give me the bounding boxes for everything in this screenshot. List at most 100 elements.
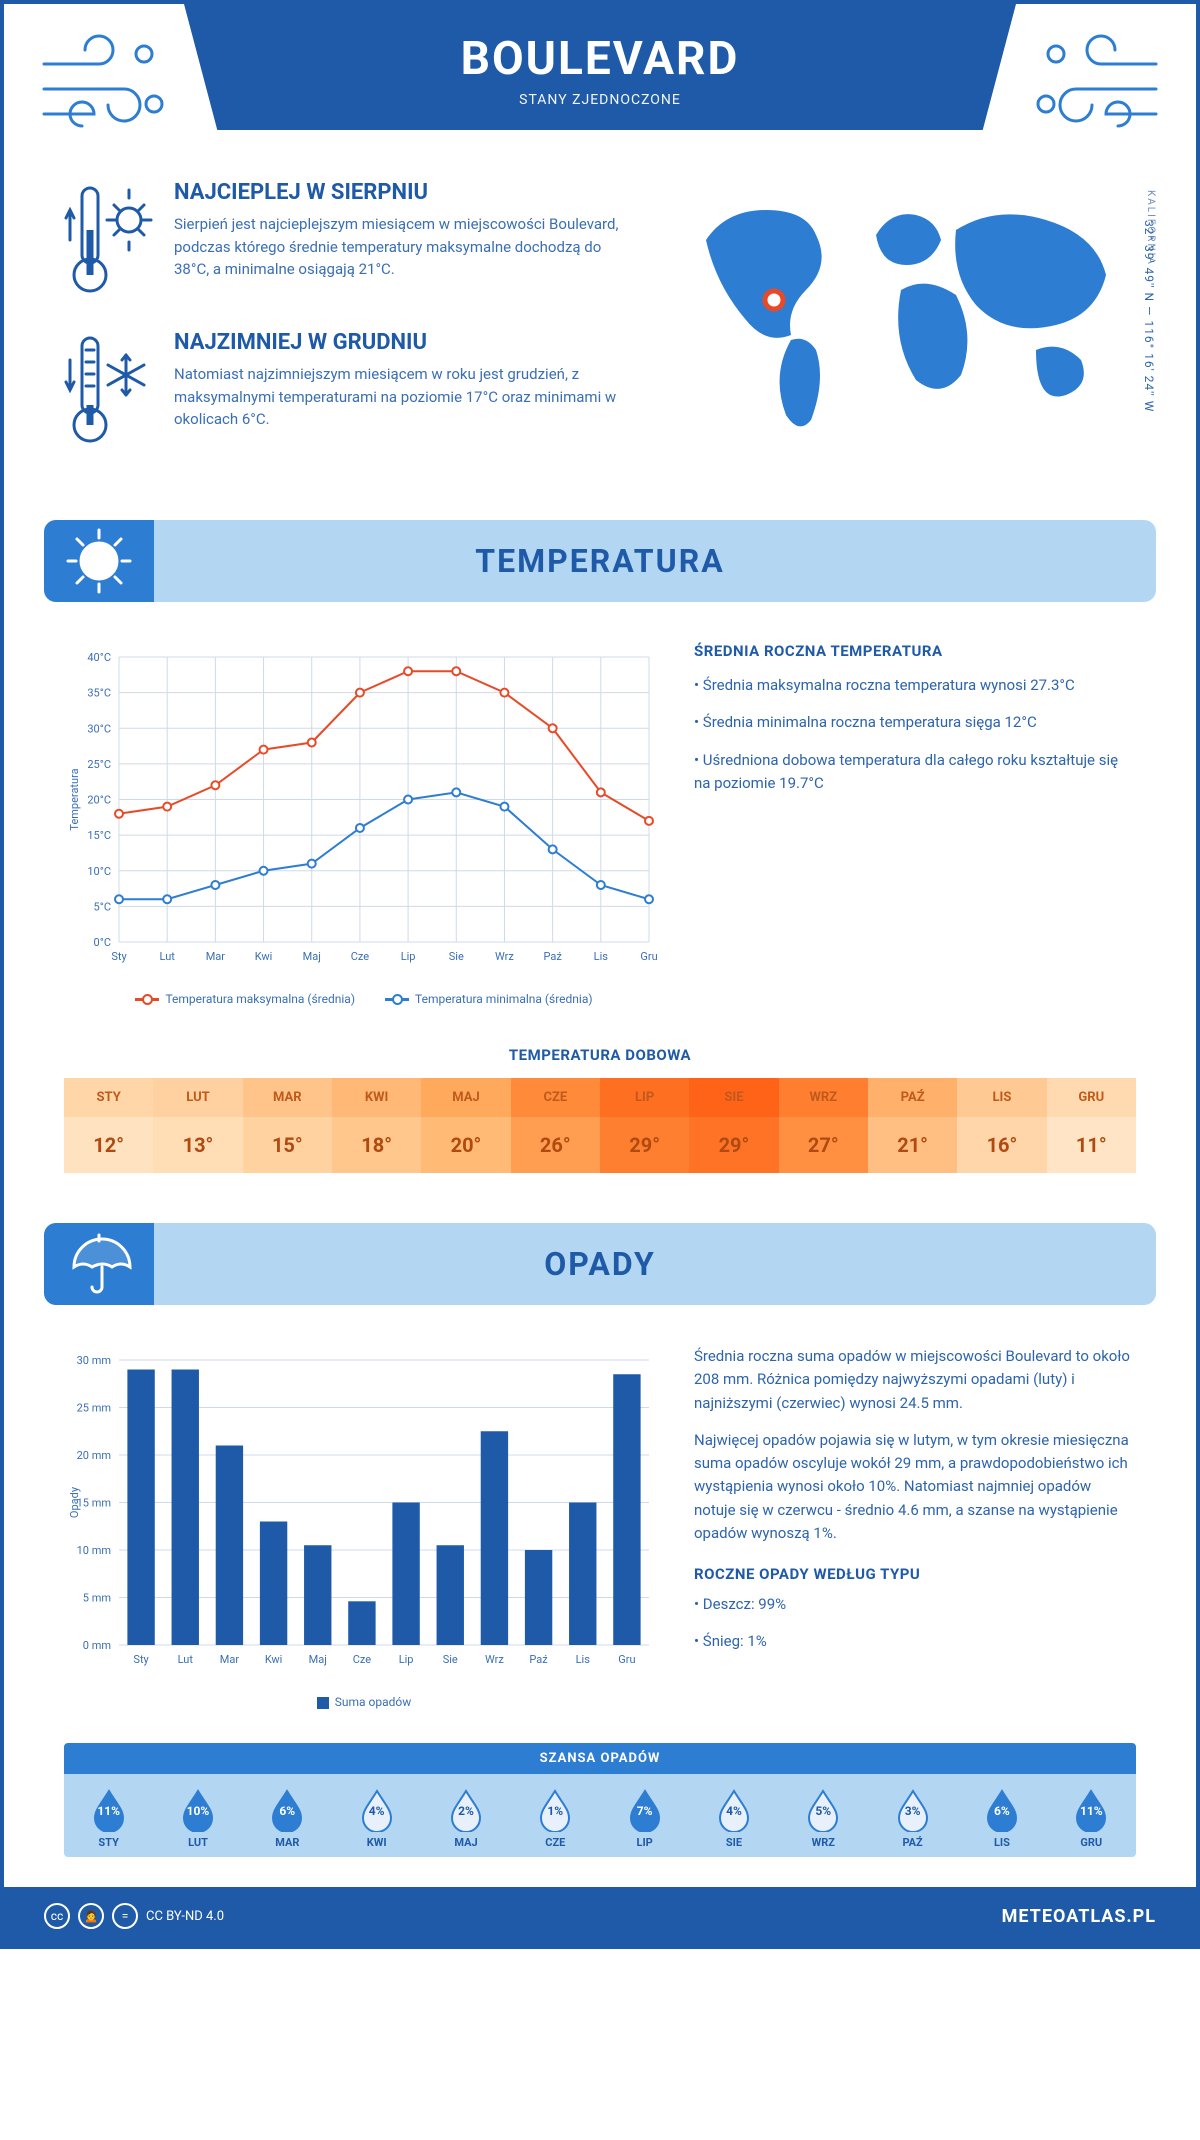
svg-text:25°C: 25°C xyxy=(87,758,111,771)
precip-type-heading: ROCZNE OPADY WEDŁUG TYPU xyxy=(694,1565,1136,1583)
hottest-fact: NAJCIEPLEJ W SIERPNIU Sierpień jest najc… xyxy=(64,180,636,300)
license-text: CC BY-ND 4.0 xyxy=(146,1909,224,1924)
rain-chance-cell: 4%KWI xyxy=(332,1788,421,1849)
svg-text:Lip: Lip xyxy=(399,1653,414,1666)
temp-side-p3: • Uśredniona dobowa temperatura dla całe… xyxy=(694,749,1136,796)
svg-text:Lip: Lip xyxy=(401,950,416,963)
legend-min-label: Temperatura minimalna (średnia) xyxy=(415,992,593,1006)
svg-text:Mar: Mar xyxy=(220,1653,240,1666)
legend-max-label: Temperatura maksymalna (średnia) xyxy=(165,992,355,1006)
svg-text:5 mm: 5 mm xyxy=(83,1592,111,1605)
svg-text:Cze: Cze xyxy=(353,1653,372,1666)
svg-text:25 mm: 25 mm xyxy=(77,1402,111,1415)
svg-text:Sty: Sty xyxy=(111,950,127,963)
rain-chance-cell: 11%STY xyxy=(64,1788,153,1849)
heat-cell: CZE26° xyxy=(511,1078,600,1173)
heat-cell: LIP29° xyxy=(600,1078,689,1173)
precip-side-p2: Najwięcej opadów pojawia się w lutym, w … xyxy=(694,1429,1136,1545)
svg-text:35°C: 35°C xyxy=(87,687,111,700)
thermometer-hot-icon xyxy=(64,180,154,300)
heat-cell: PAŹ21° xyxy=(868,1078,957,1173)
svg-text:Gru: Gru xyxy=(640,950,657,963)
hottest-text: Sierpień jest najcieplejszym miesiącem w… xyxy=(174,213,636,281)
svg-text:Mar: Mar xyxy=(206,950,226,963)
precip-type-rain: • Deszcz: 99% xyxy=(694,1593,1136,1616)
temperature-banner: TEMPERATURA xyxy=(44,520,1156,602)
svg-text:Lut: Lut xyxy=(178,1653,194,1666)
rain-chance-cell: 3%PAŹ xyxy=(868,1788,957,1849)
rain-chance-cell: 11%GRU xyxy=(1047,1788,1136,1849)
precipitation-bar-chart: 0 mm5 mm10 mm15 mm20 mm25 mm30 mmOpadySt… xyxy=(64,1345,664,1685)
heat-cell: MAR15° xyxy=(243,1078,332,1173)
temp-side-p1: • Średnia maksymalna roczna temperatura … xyxy=(694,674,1136,697)
svg-text:Maj: Maj xyxy=(303,950,321,963)
page-header: BOULEVARD STANY ZJEDNOCZONE xyxy=(184,4,1016,130)
heat-cell: KWI18° xyxy=(332,1078,421,1173)
daily-temp-table: STY12°LUT13°MAR15°KWI18°MAJ20°CZE26°LIP2… xyxy=(64,1078,1136,1173)
svg-text:Sie: Sie xyxy=(443,1653,458,1666)
svg-text:0 mm: 0 mm xyxy=(83,1639,111,1652)
svg-text:Lis: Lis xyxy=(576,1653,591,1666)
heat-cell: MAJ20° xyxy=(421,1078,510,1173)
svg-text:Sie: Sie xyxy=(449,950,464,963)
svg-text:15°C: 15°C xyxy=(87,829,111,842)
svg-text:Maj: Maj xyxy=(309,1653,327,1666)
precip-legend: Suma opadów xyxy=(64,1695,664,1709)
heat-cell: WRZ27° xyxy=(779,1078,868,1173)
svg-text:Lut: Lut xyxy=(160,950,176,963)
svg-text:Lis: Lis xyxy=(594,950,609,963)
temp-side-heading: ŚREDNIA ROCZNA TEMPERATURA xyxy=(694,642,1136,660)
svg-text:30 mm: 30 mm xyxy=(77,1354,111,1367)
heat-cell: LUT13° xyxy=(153,1078,242,1173)
svg-text:40°C: 40°C xyxy=(87,651,111,664)
svg-text:Cze: Cze xyxy=(351,950,370,963)
svg-text:15 mm: 15 mm xyxy=(77,1497,111,1510)
svg-text:10°C: 10°C xyxy=(87,865,111,878)
svg-text:Wrz: Wrz xyxy=(485,1653,504,1666)
coldest-fact: NAJZIMNIEJ W GRUDNIU Natomiast najzimnie… xyxy=(64,330,636,450)
temperature-line-chart: 0°C5°C10°C15°C20°C25°C30°C35°C40°CStyLut… xyxy=(64,642,664,982)
svg-text:Paź: Paź xyxy=(529,1653,548,1666)
cc-icon: cc xyxy=(44,1903,70,1929)
wind-icon xyxy=(34,34,174,144)
precip-banner: OPADY xyxy=(44,1223,1156,1305)
rain-chance-cell: 7%LIP xyxy=(600,1788,689,1849)
legend-bar-label: Suma opadów xyxy=(335,1695,412,1709)
rain-chance-cell: 6%MAR xyxy=(243,1788,332,1849)
temperature-heading: TEMPERATURA xyxy=(44,542,1156,580)
precip-type-snow: • Śnieg: 1% xyxy=(694,1630,1136,1653)
heat-cell: GRU11° xyxy=(1047,1078,1136,1173)
coordinates: 32° 39' 49'' N — 116° 16' 24'' W xyxy=(1142,220,1156,412)
sun-icon xyxy=(64,526,134,596)
svg-text:Kwi: Kwi xyxy=(255,950,273,963)
svg-text:Temperatura: Temperatura xyxy=(68,768,81,830)
svg-text:Sty: Sty xyxy=(133,1653,149,1666)
location-country: STANY ZJEDNOCZONE xyxy=(184,92,1016,108)
temp-side-p2: • Średnia minimalna roczna temperatura s… xyxy=(694,711,1136,734)
svg-text:0°C: 0°C xyxy=(94,936,111,949)
thermometer-cold-icon xyxy=(64,330,154,450)
world-map xyxy=(676,180,1136,440)
svg-text:Paź: Paź xyxy=(543,950,562,963)
rain-chance-cell: 6%LIS xyxy=(957,1788,1046,1849)
svg-text:Kwi: Kwi xyxy=(265,1653,283,1666)
svg-text:20 mm: 20 mm xyxy=(77,1449,111,1462)
svg-text:5°C: 5°C xyxy=(94,900,111,913)
brand-text: METEOATLAS.PL xyxy=(1002,1906,1156,1927)
umbrella-icon xyxy=(64,1229,134,1299)
page-footer: cc 🙍 = CC BY-ND 4.0 METEOATLAS.PL xyxy=(4,1887,1196,1945)
temperature-legend: Temperatura maksymalna (średnia) Tempera… xyxy=(64,992,664,1006)
svg-text:10 mm: 10 mm xyxy=(77,1544,111,1557)
heat-cell: LIS16° xyxy=(957,1078,1046,1173)
svg-text:Gru: Gru xyxy=(618,1653,635,1666)
svg-text:Wrz: Wrz xyxy=(495,950,514,963)
coldest-text: Natomiast najzimniejszym miesiącem w rok… xyxy=(174,363,636,431)
svg-text:20°C: 20°C xyxy=(87,794,111,807)
by-icon: 🙍 xyxy=(78,1903,104,1929)
nd-icon: = xyxy=(112,1903,138,1929)
rain-chance-cell: 2%MAJ xyxy=(421,1788,510,1849)
rain-chance-cell: 4%SIE xyxy=(689,1788,778,1849)
rain-chance-table: SZANSA OPADÓW 11%STY10%LUT6%MAR4%KWI2%MA… xyxy=(64,1743,1136,1857)
rain-chance-cell: 5%WRZ xyxy=(779,1788,868,1849)
wind-icon xyxy=(1026,34,1166,144)
